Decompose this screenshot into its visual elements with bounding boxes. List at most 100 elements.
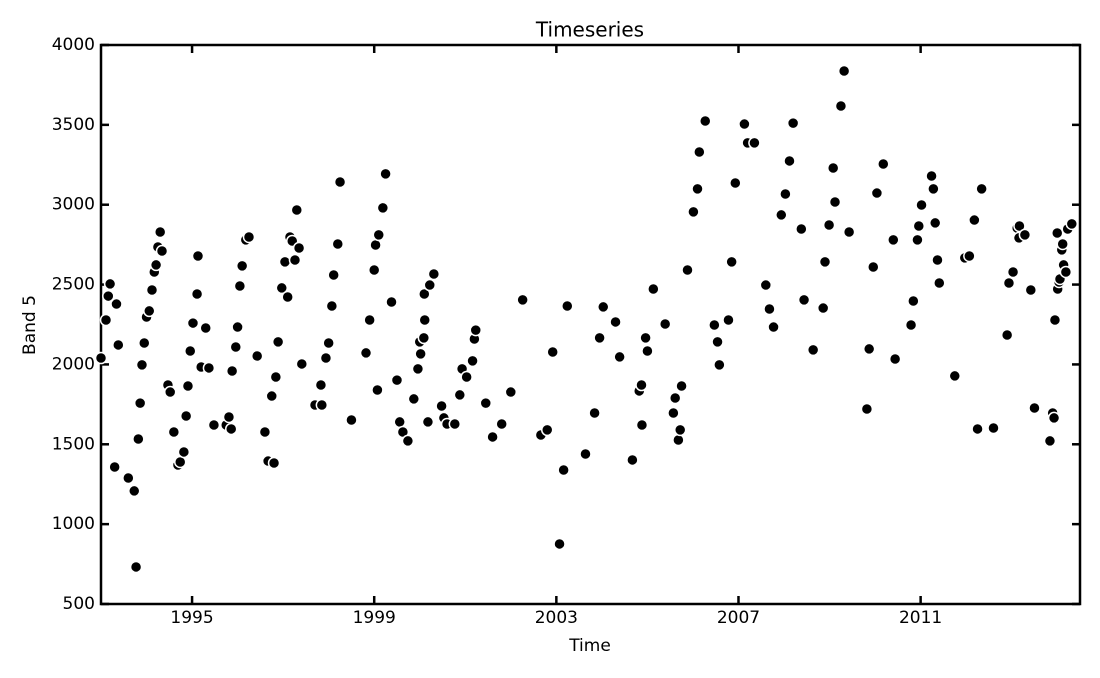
point bbox=[224, 422, 238, 436]
point bbox=[867, 260, 880, 274]
point bbox=[687, 205, 700, 219]
point bbox=[795, 222, 808, 236]
point bbox=[267, 456, 281, 470]
plot-frame bbox=[99, 43, 1082, 606]
point bbox=[345, 413, 358, 427]
point bbox=[149, 258, 163, 272]
point bbox=[708, 318, 721, 332]
point bbox=[635, 418, 649, 432]
y-tick-label: 1000 bbox=[52, 514, 95, 534]
point bbox=[779, 187, 792, 201]
point bbox=[469, 323, 483, 337]
y-tick-label: 4000 bbox=[52, 35, 95, 55]
point bbox=[504, 385, 518, 399]
point bbox=[806, 343, 820, 357]
point bbox=[281, 290, 294, 304]
point bbox=[1043, 434, 1057, 448]
point bbox=[190, 287, 204, 301]
point bbox=[748, 136, 761, 150]
point bbox=[177, 445, 191, 459]
point bbox=[417, 331, 431, 345]
point bbox=[763, 302, 776, 316]
point bbox=[738, 117, 751, 131]
point bbox=[407, 392, 421, 406]
point bbox=[265, 389, 279, 403]
point bbox=[331, 237, 345, 251]
point bbox=[1056, 237, 1069, 251]
point bbox=[448, 417, 462, 431]
point bbox=[822, 218, 836, 232]
point bbox=[110, 297, 123, 311]
point bbox=[667, 406, 680, 420]
point bbox=[418, 287, 431, 301]
point bbox=[907, 294, 920, 308]
point bbox=[546, 345, 559, 359]
point bbox=[390, 373, 404, 387]
point bbox=[129, 560, 143, 574]
point bbox=[1013, 219, 1026, 233]
point bbox=[179, 409, 193, 423]
point bbox=[435, 399, 448, 413]
point bbox=[927, 182, 940, 196]
point bbox=[786, 116, 800, 130]
point bbox=[155, 244, 169, 258]
point bbox=[1018, 228, 1032, 242]
point bbox=[540, 423, 554, 437]
point bbox=[290, 203, 304, 217]
point bbox=[698, 114, 712, 128]
point bbox=[818, 255, 832, 269]
point bbox=[401, 434, 415, 448]
point bbox=[359, 346, 373, 360]
point bbox=[722, 313, 735, 327]
point bbox=[295, 357, 309, 371]
point bbox=[181, 379, 195, 393]
point bbox=[379, 167, 392, 181]
point bbox=[235, 259, 249, 273]
point bbox=[1006, 265, 1020, 279]
point bbox=[928, 216, 942, 230]
point bbox=[729, 176, 742, 190]
point bbox=[292, 241, 306, 255]
point bbox=[314, 378, 328, 392]
point bbox=[759, 278, 773, 292]
point bbox=[816, 301, 830, 315]
point bbox=[421, 415, 435, 429]
point bbox=[229, 340, 243, 354]
point bbox=[557, 463, 570, 477]
point bbox=[783, 154, 796, 168]
point bbox=[834, 99, 848, 113]
point bbox=[647, 282, 660, 296]
point bbox=[145, 283, 159, 297]
point bbox=[888, 352, 902, 366]
point bbox=[225, 364, 239, 378]
point bbox=[376, 201, 390, 215]
point bbox=[275, 281, 289, 295]
point bbox=[975, 182, 988, 196]
point bbox=[887, 233, 900, 247]
point bbox=[460, 370, 473, 384]
point bbox=[99, 313, 113, 327]
point bbox=[613, 350, 626, 364]
point bbox=[191, 249, 205, 263]
point bbox=[327, 268, 340, 282]
point bbox=[135, 358, 149, 372]
point bbox=[418, 313, 432, 327]
x-axis-label: Time bbox=[568, 636, 611, 656]
point bbox=[626, 453, 639, 467]
point bbox=[877, 157, 890, 171]
point bbox=[553, 537, 566, 551]
point bbox=[411, 362, 425, 376]
point bbox=[639, 331, 652, 345]
point bbox=[315, 398, 329, 412]
point bbox=[486, 430, 499, 444]
point bbox=[609, 315, 622, 329]
point bbox=[108, 460, 121, 474]
point bbox=[333, 175, 347, 189]
x-tick-label: 2011 bbox=[899, 608, 942, 628]
point bbox=[138, 336, 151, 350]
point bbox=[385, 295, 398, 309]
point bbox=[133, 396, 147, 410]
point bbox=[278, 255, 292, 269]
point bbox=[668, 391, 682, 405]
